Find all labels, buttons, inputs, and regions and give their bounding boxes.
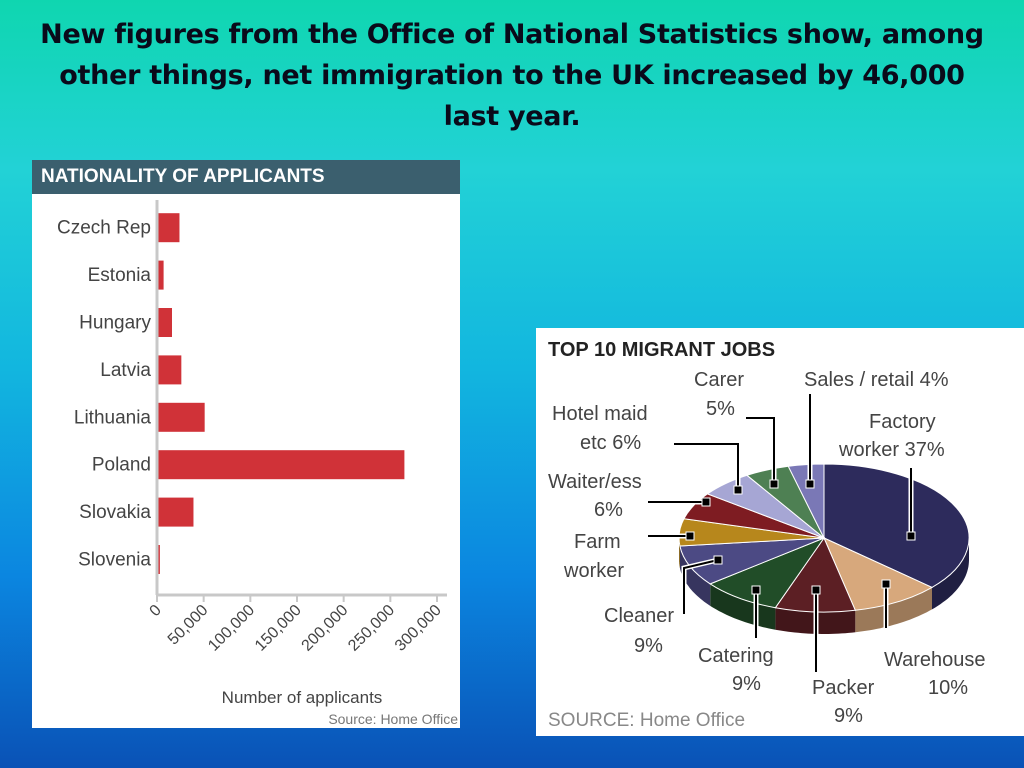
nationality-bar-chart: NATIONALITY OF APPLICANTS Czech Rep Eston…	[32, 160, 460, 728]
bar-chart-title: NATIONALITY OF APPLICANTS	[32, 160, 460, 194]
leader-marker	[713, 555, 723, 565]
pie-slice-label: Hotel maid	[552, 403, 648, 425]
pie-slice-label: Warehouse	[884, 649, 986, 671]
pie-slice-label: 9%	[834, 705, 863, 727]
pie-slice-side	[679, 546, 711, 606]
leader-marker	[811, 585, 821, 595]
pie-slice-label: Factory	[869, 411, 936, 433]
pie-slice-label: 9%	[732, 673, 761, 695]
pie-slice-label: Packer	[812, 677, 875, 699]
leader-marker	[769, 479, 779, 489]
category-label: Poland	[92, 455, 151, 476]
leader-line	[683, 559, 719, 614]
x-axis-title: Number of applicants	[222, 688, 383, 707]
leader-marker	[805, 479, 815, 489]
pie-slice-label: 5%	[706, 398, 735, 420]
bar	[158, 497, 194, 527]
pie-slice	[787, 463, 825, 539]
category-label: Latvia	[100, 360, 151, 381]
category-label: Estonia	[88, 265, 152, 286]
pie-chart-canvas: TOP 10 MIGRANT JOBS Factory worker 37% Ware…	[548, 339, 986, 731]
category-label: Hungary	[79, 313, 151, 334]
pie-source-note: SOURCE: Home Office	[548, 710, 745, 731]
migrant-jobs-pie-chart: TOP 10 MIGRANT JOBS Factory worker 37% Ware…	[536, 328, 1024, 736]
bar	[158, 355, 182, 385]
leader-line	[746, 417, 775, 484]
pie-slice-label: worker 37%	[838, 439, 945, 461]
leader-marker	[701, 497, 711, 507]
pie-slice-label: 9%	[634, 635, 663, 657]
bar	[158, 213, 180, 243]
pie-slice-label: Carer	[694, 369, 744, 391]
x-tick-label: 150,000	[252, 602, 305, 655]
pie-slice-side	[932, 538, 969, 610]
pie-slice-side	[855, 587, 932, 633]
pie-slice	[709, 536, 826, 609]
x-tick-label: 250,000	[345, 602, 398, 655]
x-tick-label: 100,000	[205, 602, 258, 655]
pie-slice-label: etc 6%	[580, 432, 641, 454]
bar	[158, 308, 172, 337]
x-tick-label: 200,000	[299, 602, 352, 655]
x-tick-label: 0	[147, 602, 165, 620]
leader-marker	[751, 585, 761, 595]
pie-slice-label: Catering	[698, 645, 774, 667]
pie-slice	[823, 537, 934, 611]
leader-marker	[733, 485, 743, 495]
leader-marker	[906, 531, 916, 541]
x-tick-label: 300,000	[392, 602, 445, 655]
category-label: Lithuania	[74, 407, 152, 428]
pie-slice	[823, 463, 970, 588]
pie-slice-label: Sales / retail 4%	[804, 369, 949, 391]
bar	[158, 260, 164, 290]
leader-line	[674, 443, 739, 490]
pie-slice-label: 10%	[928, 677, 968, 699]
category-label: Slovenia	[78, 550, 151, 571]
bar	[158, 545, 160, 574]
bar-source-note: Source: Home Office	[328, 711, 458, 727]
category-label: Slovakia	[79, 502, 151, 523]
pie-chart-title: TOP 10 MIGRANT JOBS	[548, 339, 775, 361]
category-label: Czech Rep	[57, 218, 151, 239]
pie-slice-label: worker	[563, 560, 624, 582]
bar	[158, 450, 405, 480]
leader-marker	[881, 579, 891, 589]
bar	[158, 402, 205, 432]
x-tick-label: 50,000	[165, 602, 212, 649]
pie-slice-label: Waiter/ess	[548, 471, 642, 493]
bar-chart-canvas: Czech Rep Estonia Hungary Latvia Lithuania Po…	[57, 200, 458, 727]
leader-marker	[685, 531, 695, 541]
pie-slice-label: 6%	[594, 499, 623, 521]
page-headline: New figures from the Office of National …	[40, 19, 984, 132]
pie-slice-label: Farm	[574, 531, 621, 553]
pie-slice-label: Cleaner	[604, 605, 674, 627]
pie-slice-side	[710, 583, 776, 630]
